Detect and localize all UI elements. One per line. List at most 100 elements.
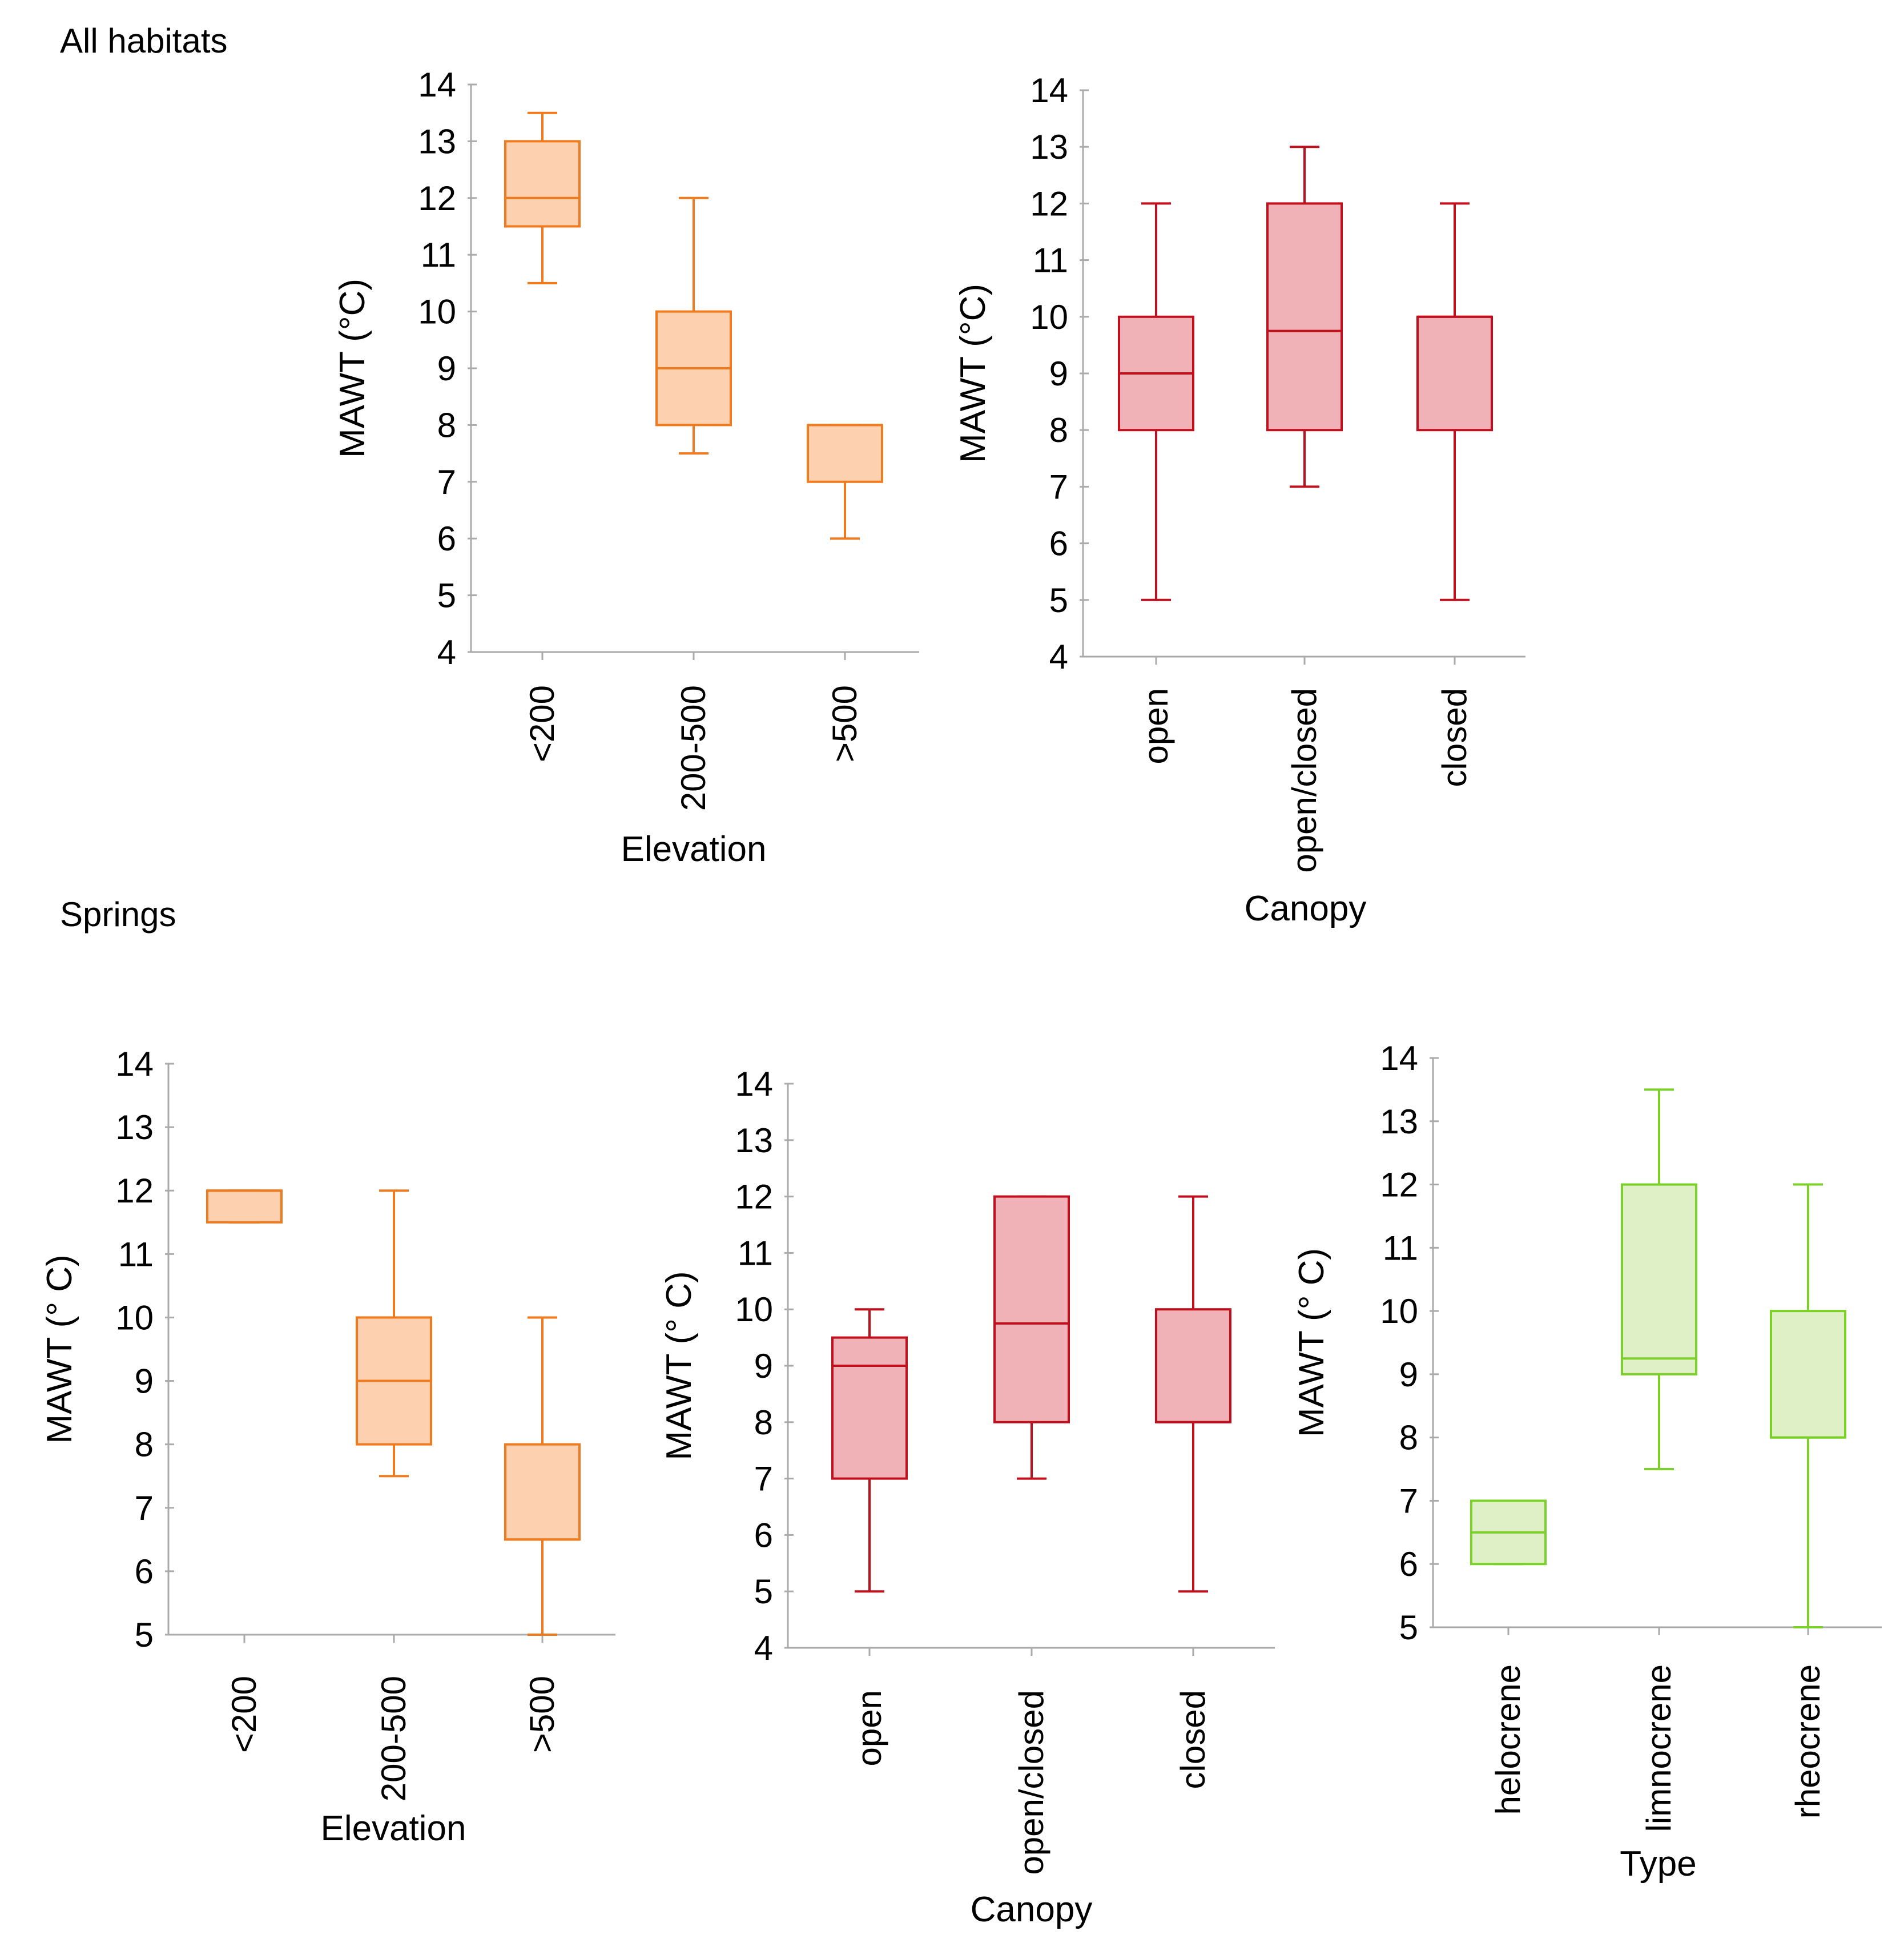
category-label: 200-500 [674,685,713,811]
iqr-box [1266,202,1343,432]
section-title-all-habitats: All habitats [60,22,228,60]
category-label: open/closed [1012,1690,1050,1875]
iqr-box [1621,1183,1697,1375]
y-tick-label: 13 [418,122,456,160]
chart-4: 4 5 6 7 8 9 10 11 12 13 14 MAWT (° C) open open/close… [659,1065,1275,1929]
y-tick-label: 7 [135,1489,154,1527]
iqr-box [206,1189,283,1224]
y-tick-label: 11 [738,1234,773,1272]
box-open [1118,202,1194,601]
y-tick-label: 7 [1049,468,1068,506]
category-label: limnocrene [1640,1664,1678,1832]
y-tick-label: 7 [754,1460,773,1498]
y-tick-label: 11 [421,236,456,274]
y-tick-label: 9 [754,1347,773,1385]
y-tick-label: 13 [1380,1103,1418,1141]
chart-1: 4 5 6 7 8 9 10 11 12 13 14 MAWT (°C) <200 200-500 >500… [333,66,919,869]
y-tick-label: 11 [1033,242,1068,280]
iqr-box [1416,315,1493,432]
x-axis-title: Canopy [971,1890,1093,1929]
y-tick-label: 6 [135,1552,154,1591]
y-tick-label: 5 [437,577,456,615]
y-tick-label: 7 [1399,1482,1418,1520]
y-tick-label: 10 [735,1290,773,1329]
category-label: open [1137,688,1175,764]
y-tick-label: 12 [1380,1166,1418,1204]
category-label: <200 [523,685,561,762]
iqr-box [504,140,581,228]
y-tick-label: 14 [735,1065,773,1103]
y-tick-label: 8 [754,1403,773,1442]
y-tick-label: 10 [1030,298,1068,336]
y-tick-label: 13 [1030,128,1068,166]
chart-2: 4 5 6 7 8 9 10 11 12 13 14 MAWT (°C) open open/closed… [953,71,1525,928]
y-tick-label: 7 [437,463,456,501]
y-tick-label: 8 [437,406,456,444]
chart-3: 5 6 7 8 9 10 11 12 13 14 MAWT (° C) <200 200-500 >500… [40,1045,615,1848]
category-label: open/closed [1285,688,1323,873]
y-tick-label: 11 [1383,1229,1418,1267]
box-limnocrene [1621,1088,1697,1471]
y-tick-label: 4 [754,1629,773,1667]
iqr-box [1155,1308,1231,1423]
y-tick-label: 13 [735,1121,773,1160]
y-tick-label: 10 [418,293,456,331]
category-label: closed [1435,688,1474,787]
box-closed [1416,202,1493,601]
y-tick-label: 11 [118,1235,154,1273]
chart-5: 5 6 7 8 9 10 11 12 13 14 MAWT (° C) helocrene limnoc… [1292,1039,1882,1884]
y-tick-label: 14 [115,1045,154,1083]
y-tick-label: 5 [754,1572,773,1611]
section-title-springs: Springs [60,895,176,934]
category-label: open [850,1690,888,1766]
iqr-box [831,1336,908,1480]
charts-group: 4 5 6 7 8 9 10 11 12 13 14 MAWT (°C) <200 200-500 >500… [40,66,1882,1929]
box-rheocrene [1770,1183,1846,1628]
y-tick-label: 9 [135,1362,154,1401]
box-open/closed [1266,146,1343,488]
iqr-box [807,424,883,483]
box-closed [1155,1195,1231,1593]
iqr-box [993,1195,1070,1423]
y-axis-title: MAWT (° C) [40,1254,79,1443]
x-axis-title: Elevation [621,830,766,869]
category-label: >500 [826,685,864,762]
y-tick-label: 14 [1030,71,1068,110]
x-axis-title: Type [1620,1844,1696,1884]
y-tick-label: 12 [115,1172,154,1210]
box-helocrene [1470,1499,1547,1566]
y-tick-label: 9 [1399,1355,1418,1394]
y-tick-label: 8 [135,1426,154,1464]
iqr-box [504,1443,581,1541]
y-axis-title: MAWT (° C) [1292,1248,1331,1437]
box-<200 [504,111,581,284]
y-tick-label: 6 [754,1516,773,1554]
y-axis-title: MAWT (° C) [659,1271,699,1460]
y-tick-label: 4 [1049,638,1068,676]
box-200-500 [655,196,732,455]
iqr-box [1770,1310,1846,1439]
category-label: >500 [523,1676,561,1753]
y-tick-label: 6 [1399,1545,1418,1583]
box-<200 [206,1189,283,1224]
y-tick-label: 8 [1049,411,1068,449]
category-label: helocrene [1489,1664,1527,1815]
box-open/closed [993,1195,1070,1480]
y-tick-label: 9 [1049,355,1068,393]
y-tick-label: 5 [1049,581,1068,620]
category-label: 200-500 [375,1676,413,1801]
x-axis-title: Canopy [1245,889,1367,928]
y-tick-label: 12 [1030,184,1068,223]
y-tick-label: 8 [1399,1419,1418,1457]
y-tick-label: 13 [115,1108,154,1147]
y-tick-label: 6 [437,520,456,558]
box-open [831,1308,908,1593]
y-tick-label: 14 [418,66,456,104]
x-axis-title: Elevation [320,1809,466,1848]
y-tick-label: 10 [115,1298,154,1337]
y-tick-label: 12 [418,179,456,218]
box->500 [504,1316,581,1636]
y-tick-label: 10 [1380,1292,1418,1330]
y-tick-label: 14 [1380,1039,1418,1077]
category-label: closed [1174,1690,1212,1789]
